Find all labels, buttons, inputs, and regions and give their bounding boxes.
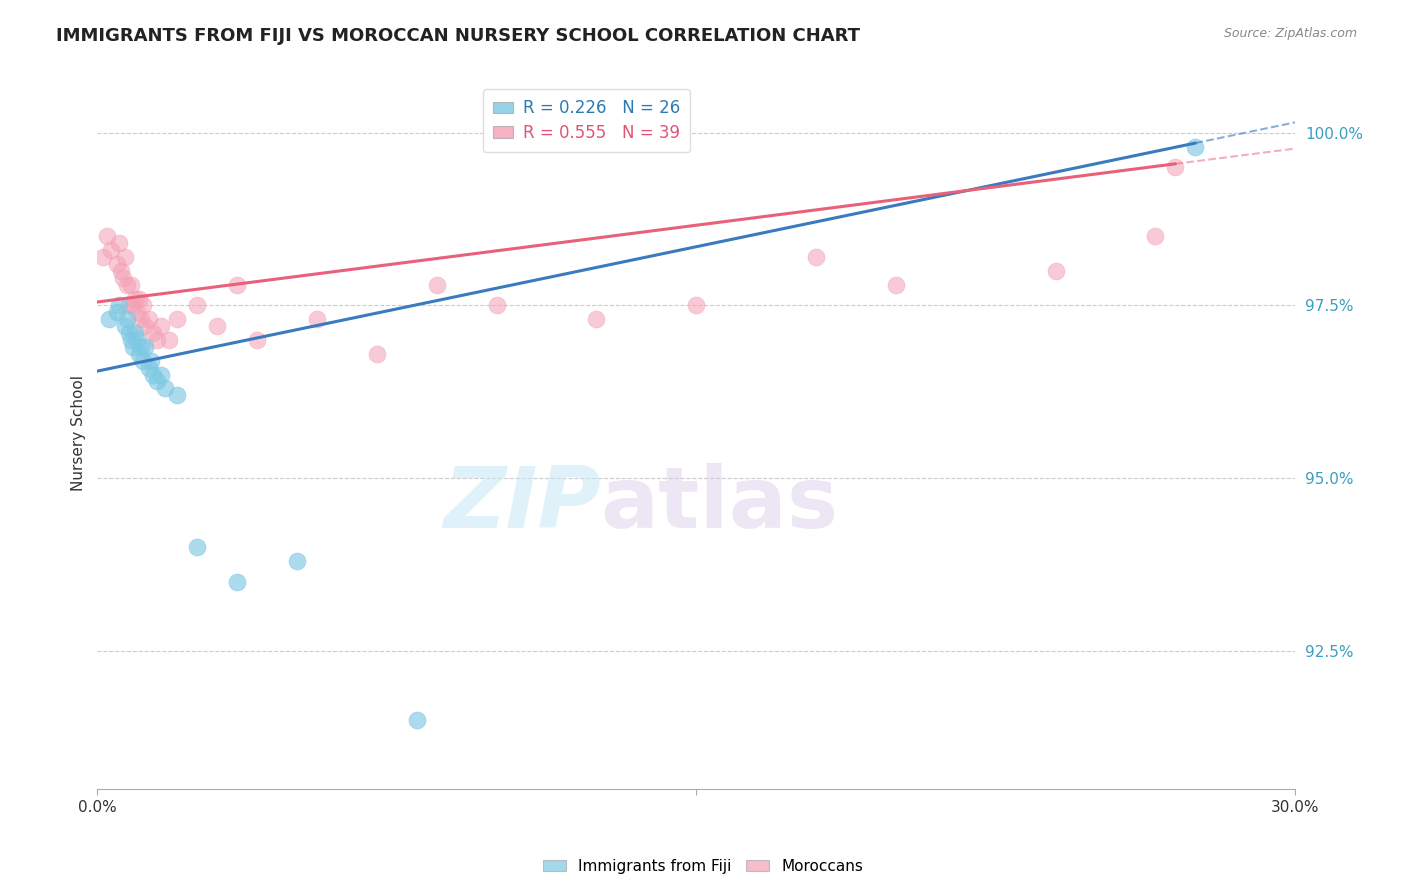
Point xyxy=(146,375,169,389)
Point xyxy=(120,277,142,292)
Point xyxy=(108,236,131,251)
Point xyxy=(128,292,150,306)
Point xyxy=(118,298,141,312)
Point xyxy=(138,360,160,375)
Legend: Immigrants from Fiji, Moroccans: Immigrants from Fiji, Moroccans xyxy=(537,853,869,880)
Point xyxy=(426,277,449,292)
Point xyxy=(114,319,136,334)
Point xyxy=(142,368,165,382)
Text: Source: ZipAtlas.com: Source: ZipAtlas.com xyxy=(1223,27,1357,40)
Point xyxy=(105,305,128,319)
Point xyxy=(884,277,907,292)
Point xyxy=(150,368,173,382)
Point xyxy=(129,312,152,326)
Point xyxy=(150,319,173,334)
Point xyxy=(112,270,135,285)
Point xyxy=(1164,161,1187,175)
Point xyxy=(122,298,145,312)
Text: IMMIGRANTS FROM FIJI VS MOROCCAN NURSERY SCHOOL CORRELATION CHART: IMMIGRANTS FROM FIJI VS MOROCCAN NURSERY… xyxy=(56,27,860,45)
Point xyxy=(134,340,156,354)
Point xyxy=(127,333,149,347)
Point xyxy=(127,305,149,319)
Point xyxy=(114,250,136,264)
Point xyxy=(804,250,827,264)
Point xyxy=(120,333,142,347)
Point xyxy=(96,229,118,244)
Point xyxy=(122,340,145,354)
Point xyxy=(186,298,208,312)
Y-axis label: Nursery School: Nursery School xyxy=(72,376,86,491)
Point xyxy=(141,353,163,368)
Point xyxy=(128,347,150,361)
Point xyxy=(105,257,128,271)
Point xyxy=(166,388,188,402)
Point xyxy=(1144,229,1167,244)
Point xyxy=(124,292,146,306)
Point xyxy=(1045,264,1067,278)
Point xyxy=(100,243,122,257)
Point xyxy=(205,319,228,334)
Point xyxy=(108,298,131,312)
Point xyxy=(146,333,169,347)
Point xyxy=(124,326,146,340)
Point xyxy=(110,264,132,278)
Point xyxy=(134,319,156,334)
Point xyxy=(91,250,114,264)
Point xyxy=(157,333,180,347)
Point xyxy=(118,326,141,340)
Point xyxy=(132,298,155,312)
Point xyxy=(585,312,607,326)
Point xyxy=(1184,139,1206,153)
Point xyxy=(246,333,269,347)
Point xyxy=(405,713,427,727)
Point xyxy=(98,312,121,326)
Point xyxy=(305,312,328,326)
Point xyxy=(166,312,188,326)
Point xyxy=(186,541,208,555)
Point xyxy=(226,277,249,292)
Point xyxy=(132,353,155,368)
Point xyxy=(129,340,152,354)
Point xyxy=(155,381,177,395)
Point xyxy=(117,312,139,326)
Text: atlas: atlas xyxy=(600,463,839,546)
Point xyxy=(685,298,707,312)
Point xyxy=(142,326,165,340)
Legend: R = 0.226   N = 26, R = 0.555   N = 39: R = 0.226 N = 26, R = 0.555 N = 39 xyxy=(484,89,690,152)
Point xyxy=(226,574,249,589)
Point xyxy=(366,347,388,361)
Point xyxy=(485,298,508,312)
Point xyxy=(138,312,160,326)
Point xyxy=(285,554,308,568)
Text: ZIP: ZIP xyxy=(443,463,600,546)
Point xyxy=(117,277,139,292)
